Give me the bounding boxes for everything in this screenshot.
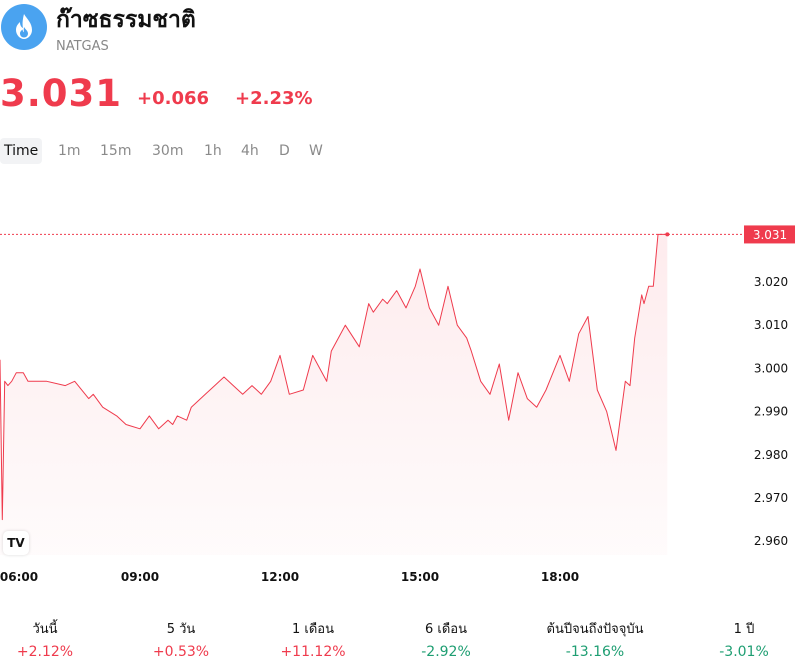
stat-label: 1 ปี: [733, 622, 755, 637]
stat-5d: 5 วัน +0.53%: [116, 618, 246, 660]
stat-value: +0.53%: [152, 644, 210, 660]
y-tick-label: 2.990: [754, 405, 788, 419]
y-tick-label: 3.010: [754, 318, 788, 332]
stat-value: -2.92%: [421, 644, 471, 660]
tab-time[interactable]: Time: [0, 138, 43, 164]
stat-value: +11.12%: [280, 644, 346, 660]
stat-1m: 1 เดือน +11.12%: [248, 618, 378, 660]
flame-icon: [1, 4, 47, 50]
price-change-percent: +2.23%: [235, 88, 313, 109]
last-price-label: 3.031: [753, 228, 787, 242]
stat-ytd: ต้นปีจนถึงปัจจุบัน -13.16%: [530, 618, 660, 660]
tab-4h[interactable]: 4h: [241, 143, 259, 159]
x-tick-label: 09:00: [121, 570, 159, 584]
stat-value: -3.01%: [719, 644, 769, 660]
tab-w[interactable]: W: [309, 143, 323, 159]
page-title: ก๊าซธรรมชาติ: [56, 7, 196, 33]
last-price-dot: [665, 232, 670, 237]
price-area: [0, 234, 668, 555]
tab-d[interactable]: D: [279, 143, 290, 159]
y-tick-label: 2.960: [754, 534, 788, 548]
stat-1y: 1 ปี -3.01%: [679, 618, 800, 660]
tab-1h[interactable]: 1h: [204, 143, 222, 159]
y-tick-label: 2.980: [754, 448, 788, 462]
y-tick-label: 3.020: [754, 275, 788, 289]
tradingview-logo: TV: [3, 531, 29, 555]
stat-label: 1 เดือน: [292, 622, 334, 637]
stat-value: +2.12%: [16, 644, 74, 660]
stat-value: -13.16%: [565, 644, 625, 660]
x-tick-label: 06:00: [0, 570, 38, 584]
tab-15m[interactable]: 15m: [100, 143, 132, 159]
price-line: [0, 233, 668, 521]
stat-label: ต้นปีจนถึงปัจจุบัน: [546, 622, 644, 637]
stat-today: วันนี้ +2.12%: [0, 618, 110, 660]
y-tick-label: 3.000: [754, 361, 788, 375]
ticker-symbol: NATGAS: [56, 39, 109, 54]
performance-stats: วันนี้ +2.12% 5 วัน +0.53% 1 เดือน +11.1…: [0, 618, 800, 668]
stat-6m: 6 เดือน -2.92%: [381, 618, 511, 660]
price-chart[interactable]: 3.031 3.020 3.010 3.000 2.990 2.980 2.970 2.960…: [0, 180, 800, 600]
price-change: +0.066: [137, 88, 210, 109]
x-tick-label: 18:00: [541, 570, 579, 584]
x-tick-label: 12:00: [261, 570, 299, 584]
stat-label: 6 เดือน: [425, 622, 467, 637]
tab-1m[interactable]: 1m: [58, 143, 81, 159]
last-price-badge: [744, 225, 795, 244]
instrument-header: ก๊าซธรรมชาติ NATGAS: [0, 0, 800, 60]
x-tick-label: 15:00: [401, 570, 439, 584]
current-price: 3.031: [0, 72, 123, 115]
stat-label: 5 วัน: [166, 622, 196, 637]
y-tick-label: 2.970: [754, 491, 788, 505]
tab-30m[interactable]: 30m: [152, 143, 184, 159]
stat-label: วันนี้: [32, 622, 58, 637]
